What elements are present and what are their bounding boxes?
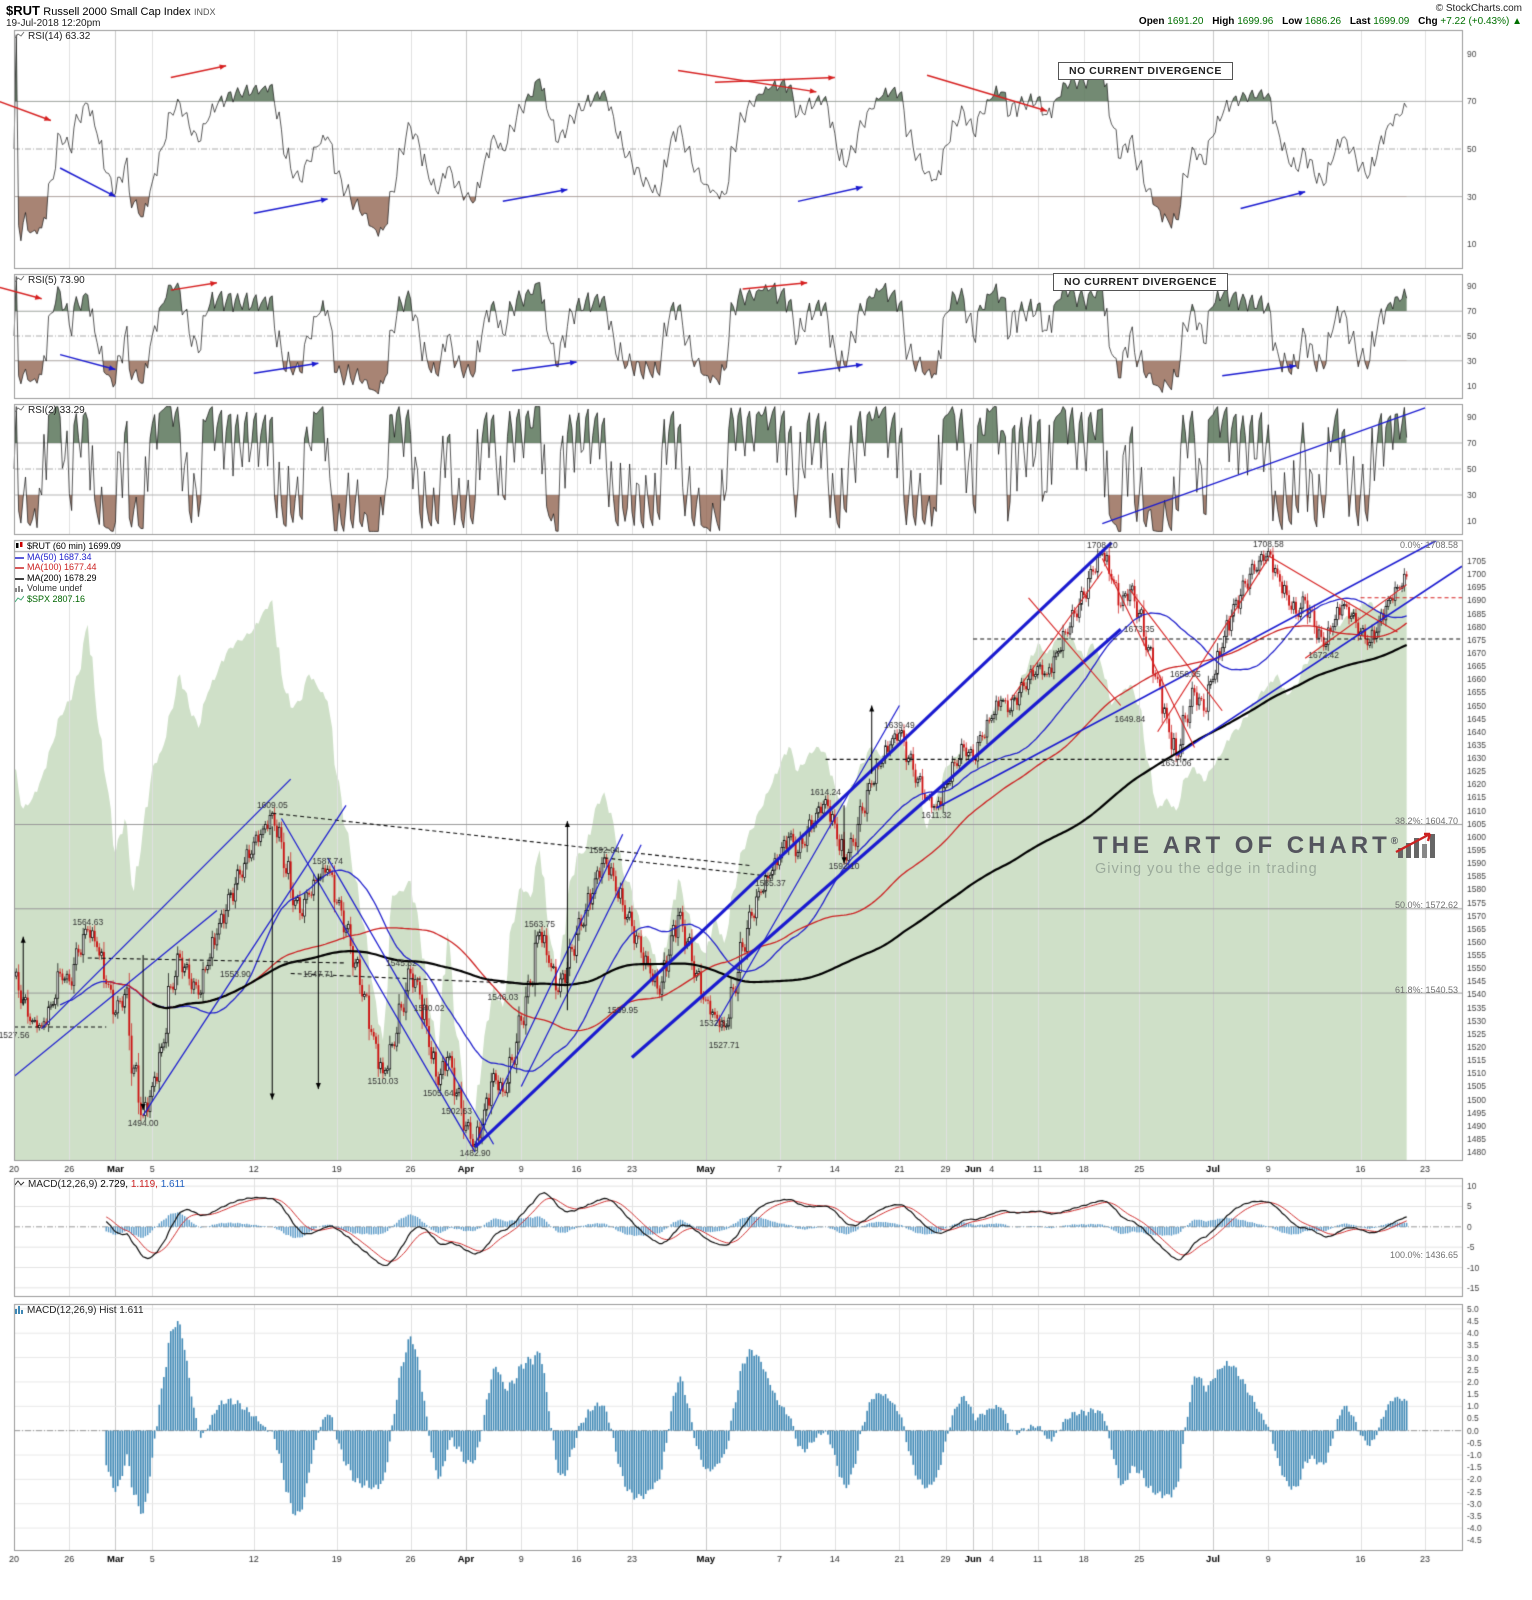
macd-hist-legend: MACD(12,26,9) Hist 1.611 bbox=[15, 1305, 144, 1317]
macd-value-3: 1.611 bbox=[160, 1179, 185, 1190]
fib-618-label: 61.8%: 1540.53 bbox=[1394, 985, 1458, 995]
rsi-line-icon bbox=[14, 275, 25, 287]
ma200-line-icon bbox=[15, 575, 24, 585]
rsi14-legend: RSI(14) 63.32 bbox=[14, 31, 91, 43]
low-value: 1686.26 bbox=[1304, 16, 1342, 27]
open-value: 1691.20 bbox=[1167, 16, 1204, 27]
watermark-tagline: Giving you the edge in trading bbox=[1095, 861, 1318, 877]
macd-value-1: 2.729, bbox=[100, 1179, 129, 1190]
legend-ma50-row: MA(50) 1687.34 bbox=[15, 551, 121, 564]
rsi5-divergence-note: NO CURRENT DIVERGENCE bbox=[1053, 273, 1228, 291]
symbol-name: Russell 2000 Small Cap Index bbox=[43, 6, 191, 18]
low-label: Low bbox=[1282, 16, 1303, 27]
art-of-chart-logo-icon bbox=[1394, 828, 1440, 865]
main-panel-legend: $RUT (60 min) 1699.09 MA(50) 1687.34 MA(… bbox=[14, 541, 121, 606]
macd-legend: MACD(12,26,9) 2.729, 1.119, 1.611 bbox=[14, 1179, 185, 1191]
exchange-tag: INDX bbox=[194, 7, 216, 17]
macd-hist-legend-text: MACD(12,26,9) Hist 1.611 bbox=[27, 1305, 144, 1316]
header-title: $RUT Russell 2000 Small Cap Index INDX bbox=[6, 3, 216, 18]
rsi14-legend-text: RSI(14) 63.32 bbox=[28, 31, 91, 42]
fib-382-label: 38.2%: 1604.70 bbox=[1394, 816, 1458, 826]
legend-ma50-text: MA(50) 1687.34 bbox=[27, 551, 92, 562]
ma100-line-icon bbox=[15, 564, 24, 574]
rsi5-legend: RSI(5) 73.90 bbox=[14, 275, 85, 287]
legend-ma100-row: MA(100) 1677.44 bbox=[15, 562, 121, 574]
copyright: © StockCharts.com bbox=[1435, 3, 1522, 14]
chg-value: +7.22 (+0.43%) ▲ bbox=[1440, 16, 1522, 27]
legend-volume-row: Volume undef bbox=[15, 584, 121, 595]
chart-datetime: 19-Jul-2018 12:20pm bbox=[6, 18, 101, 29]
legend-ma200-row: MA(200) 1678.29 bbox=[15, 572, 121, 585]
symbol: $RUT bbox=[6, 3, 40, 18]
high-value: 1699.96 bbox=[1237, 16, 1274, 27]
macd-line-icon bbox=[14, 1179, 25, 1191]
rsi5-legend-text: RSI(5) 73.90 bbox=[28, 275, 85, 286]
rsi2-legend: RSI(2) 33.29 bbox=[14, 405, 85, 417]
legend-symbol-row: $RUT (60 min) 1699.09 bbox=[15, 541, 121, 553]
legend-spx-text: $SPX 2807.16 bbox=[27, 593, 86, 604]
spx-line-icon bbox=[14, 595, 25, 606]
quote-line: Open 1691.20 High 1699.96 Low 1686.26 La… bbox=[1133, 16, 1522, 27]
macd-value-2: 1.119, bbox=[130, 1179, 158, 1190]
rsi-line-icon bbox=[14, 405, 25, 417]
legend-volume-text: Volume undef bbox=[27, 583, 83, 594]
chg-label: Chg bbox=[1418, 16, 1438, 27]
fib-50-label: 50.0%: 1572.62 bbox=[1394, 900, 1458, 910]
ma50-line-icon bbox=[15, 554, 24, 564]
fib-100-label: 100.0%: 1436.65 bbox=[1389, 1250, 1458, 1260]
fib-0-label: 0.0%: 1708.58 bbox=[1399, 540, 1458, 550]
candlestick-icon bbox=[15, 541, 24, 553]
histogram-icon bbox=[15, 1305, 24, 1317]
rsi14-divergence-note: NO CURRENT DIVERGENCE bbox=[1058, 62, 1233, 80]
watermark-title: THE ART OF CHART® bbox=[1093, 832, 1402, 860]
volume-icon bbox=[15, 584, 24, 595]
legend-ma200-text: MA(200) 1678.29 bbox=[27, 572, 97, 583]
macd-legend-text: MACD(12,26,9) bbox=[28, 1179, 98, 1190]
last-value: 1699.09 bbox=[1373, 16, 1410, 27]
watermark-registered-mark: ® bbox=[1390, 836, 1403, 847]
watermark-title-text: THE ART OF CHART bbox=[1093, 832, 1391, 859]
open-label: Open bbox=[1138, 16, 1165, 27]
rsi-line-icon bbox=[14, 31, 25, 43]
legend-symbol-text: $RUT (60 min) 1699.09 bbox=[27, 541, 121, 551]
rsi2-legend-text: RSI(2) 33.29 bbox=[28, 405, 85, 416]
legend-ma100-text: MA(100) 1677.44 bbox=[27, 562, 97, 573]
legend-spx-row: $SPX 2807.16 bbox=[14, 593, 121, 606]
last-label: Last bbox=[1349, 16, 1371, 27]
high-label: High bbox=[1212, 16, 1235, 27]
